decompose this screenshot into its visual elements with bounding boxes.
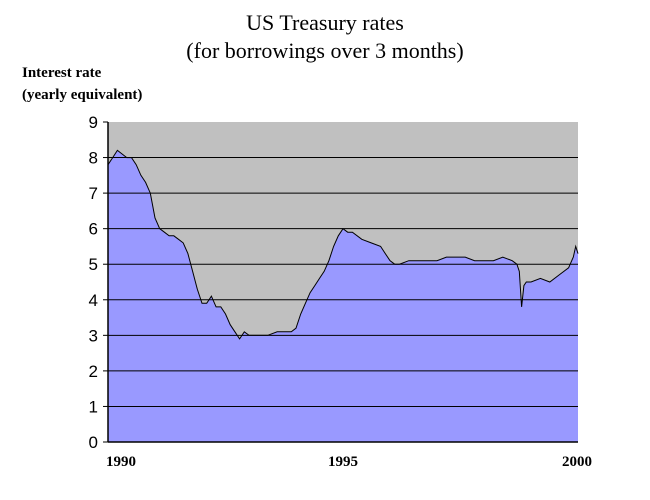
chart-subtitle: (for borrowings over 3 months) — [186, 38, 464, 63]
rate-area — [108, 150, 578, 442]
y-tick-label-4: 4 — [89, 291, 98, 310]
y-tick-label-3: 3 — [89, 326, 98, 345]
chart-title: US Treasury rates — [246, 10, 404, 35]
y-tick-label-2: 2 — [89, 362, 98, 381]
y-tick-label-7: 7 — [89, 184, 98, 203]
y-tick-label-9: 9 — [89, 113, 98, 132]
x-tick-label-1995: 1995 — [328, 454, 358, 470]
y-tick-label-1: 1 — [89, 397, 98, 416]
y-tick-label-8: 8 — [89, 149, 98, 168]
x-tick-label-2000: 2000 — [562, 454, 592, 470]
rate-line — [107, 149, 579, 340]
y-axis-label-units: (yearly equivalent) — [22, 87, 143, 103]
y-tick-label-6: 6 — [89, 220, 98, 239]
y-tick-label-0: 0 — [89, 433, 98, 452]
y-tick-label-5: 5 — [89, 255, 98, 274]
y-axis-label: Interest rate — [22, 65, 102, 81]
x-tick-label-1990: 1990 — [106, 454, 136, 470]
